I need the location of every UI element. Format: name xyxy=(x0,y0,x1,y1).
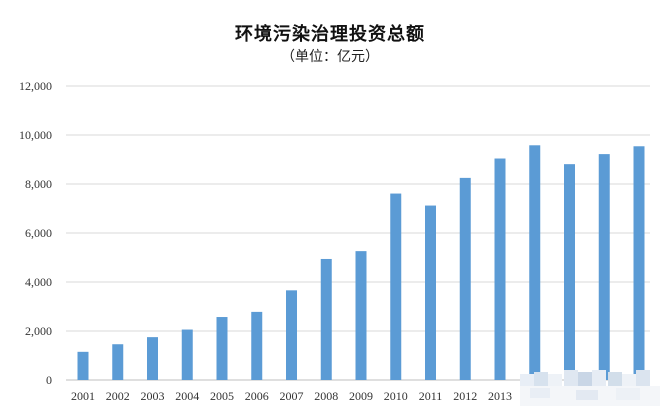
y-tick-label: 2,000 xyxy=(25,324,52,338)
x-tick-label: 2006 xyxy=(245,389,269,403)
x-tick-label: 2010 xyxy=(384,389,408,403)
x-tick-label: 2003 xyxy=(141,389,165,403)
x-tick-label: 2007 xyxy=(280,389,304,403)
x-tick-label: 2011 xyxy=(419,389,443,403)
x-tick-label: 2002 xyxy=(106,389,130,403)
y-tick-label: 10,000 xyxy=(19,128,52,142)
y-tick-label: 0 xyxy=(46,373,52,387)
bar-2008 xyxy=(320,258,332,380)
bar-2017 xyxy=(633,146,645,380)
x-tick-label: 2013 xyxy=(488,389,512,403)
bar-2005 xyxy=(216,317,228,380)
x-axis-tick-labels: 2001 2002 2003 2004 2005 2006 2007 2008 2009 2010… xyxy=(71,389,547,403)
y-tick-label: 12,000 xyxy=(19,79,52,93)
bar-2006 xyxy=(251,311,263,380)
bar-2011 xyxy=(425,205,436,380)
blurred-watermark-overlay xyxy=(520,370,660,406)
x-tick-label: 2008 xyxy=(314,389,338,403)
bar-2014 xyxy=(529,145,541,380)
bar-2015 xyxy=(564,164,575,380)
y-tick-label: 8,000 xyxy=(25,177,52,191)
x-tick-label: 2012 xyxy=(453,389,477,403)
y-tick-label: 4,000 xyxy=(25,275,52,289)
bar-2012 xyxy=(459,177,471,381)
bar-2002 xyxy=(112,344,124,380)
bar-2013 xyxy=(494,158,506,380)
bar-2009 xyxy=(355,251,367,380)
chart-subtitle: （单位：亿元） xyxy=(281,49,379,65)
bars xyxy=(77,145,645,381)
y-tick-label: 6,000 xyxy=(25,226,52,240)
bar-2004 xyxy=(181,329,193,380)
bar-2003 xyxy=(147,337,158,381)
x-tick-label: 2005 xyxy=(210,389,234,403)
bar-2007 xyxy=(286,290,297,380)
chart-title: 环境污染治理投资总额 xyxy=(235,24,425,45)
bar-2016 xyxy=(598,154,610,380)
y-axis-tick-labels: 0 2,000 4,000 6,000 8,000 10,000 12,000 xyxy=(19,79,52,387)
bar-2010 xyxy=(390,193,402,380)
x-tick-label: 2009 xyxy=(349,389,373,403)
x-tick-label: 2004 xyxy=(175,389,199,403)
bar-2001 xyxy=(77,351,89,380)
x-tick-label: 2001 xyxy=(71,389,95,403)
